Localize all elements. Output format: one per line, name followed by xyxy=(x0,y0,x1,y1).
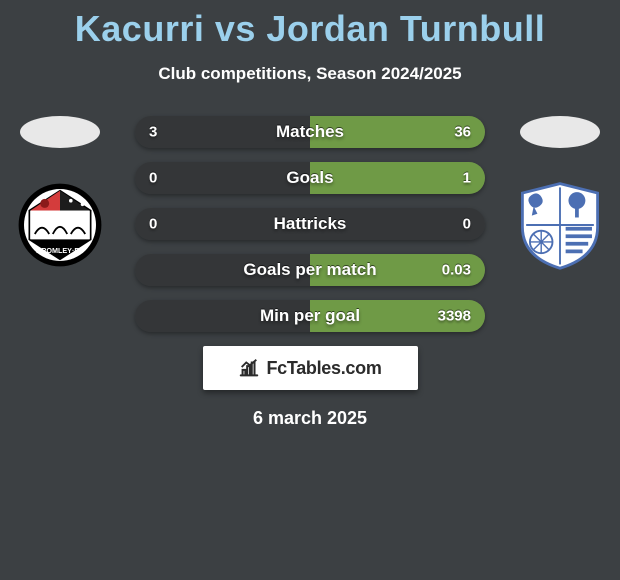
club-badge-left: BROMLEY·FC xyxy=(10,180,110,270)
stat-row: Min per goal 3398 xyxy=(135,300,485,332)
player-right-column xyxy=(500,116,620,270)
stat-label: Goals per match xyxy=(243,260,376,280)
stats-list: 3 Matches 36 0 Goals 1 0 Hattricks 0 Goals per ma… xyxy=(135,116,485,332)
flag-left xyxy=(20,116,100,148)
stat-label: Hattricks xyxy=(274,214,347,234)
subtitle: Club competitions, Season 2024/2025 xyxy=(0,64,620,84)
comparison-panel: BROMLEY·FC 3M xyxy=(0,116,620,429)
player-left-column: BROMLEY·FC xyxy=(0,116,120,270)
flag-right xyxy=(520,116,600,148)
stat-value-left: 0 xyxy=(149,170,157,187)
stat-value-right: 36 xyxy=(454,124,471,141)
stat-row: 3 Matches 36 xyxy=(135,116,485,148)
stat-label: Goals xyxy=(286,168,333,188)
stat-row: 0 Goals 1 xyxy=(135,162,485,194)
svg-text:BROMLEY·FC: BROMLEY·FC xyxy=(36,246,84,255)
club-badge-right xyxy=(510,180,610,270)
stat-row: 0 Hattricks 0 xyxy=(135,208,485,240)
brand-box: FcTables.com xyxy=(203,346,418,390)
stat-label: Matches xyxy=(276,122,344,142)
date-text: 6 march 2025 xyxy=(0,408,620,429)
stat-value-right: 0.03 xyxy=(442,262,471,279)
stat-row: Goals per match 0.03 xyxy=(135,254,485,286)
stat-value-right: 1 xyxy=(463,170,471,187)
brand-text: FcTables.com xyxy=(266,358,381,379)
stat-value-left: 0 xyxy=(149,216,157,233)
stat-value-right: 0 xyxy=(463,216,471,233)
stat-label: Min per goal xyxy=(260,306,360,326)
stat-value-right: 3398 xyxy=(438,308,471,325)
chart-icon xyxy=(238,357,260,379)
stat-value-left: 3 xyxy=(149,124,157,141)
page-title: Kacurri vs Jordan Turnbull xyxy=(0,0,620,50)
